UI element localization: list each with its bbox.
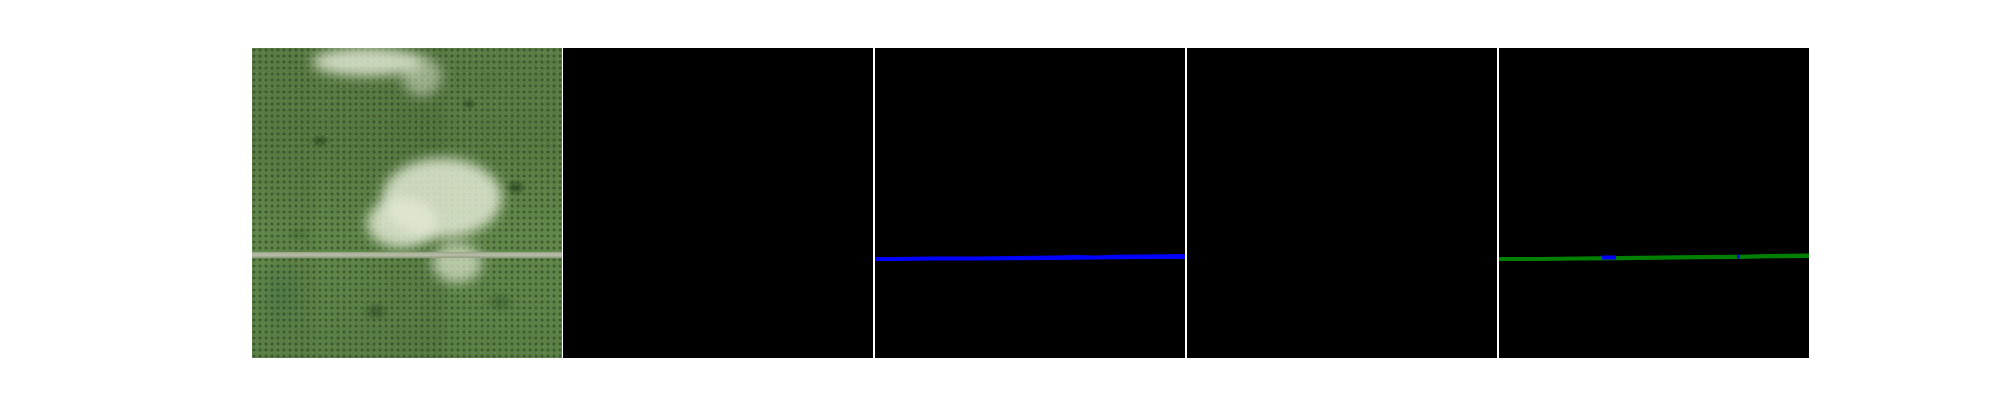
cloud-top-small — [402, 56, 442, 96]
cloud-center-left — [367, 198, 437, 248]
road-overlay-line — [1499, 253, 1809, 261]
road-mask-line — [875, 254, 1185, 261]
empty-mask-panel-2 — [1187, 48, 1497, 358]
road-overlay-blue-segment-2 — [1737, 254, 1740, 259]
road-mask-svg — [875, 254, 1185, 261]
road — [252, 252, 562, 258]
road-overlay-svg — [1499, 253, 1809, 261]
road-overlay-panel — [1499, 48, 1809, 358]
empty-mask-panel-1 — [563, 48, 873, 358]
road-mask-panel — [875, 48, 1185, 358]
cloud-lower — [432, 243, 482, 283]
satellite-image-panel — [252, 48, 562, 358]
road-overlay-blue-segment-1 — [1602, 255, 1616, 260]
